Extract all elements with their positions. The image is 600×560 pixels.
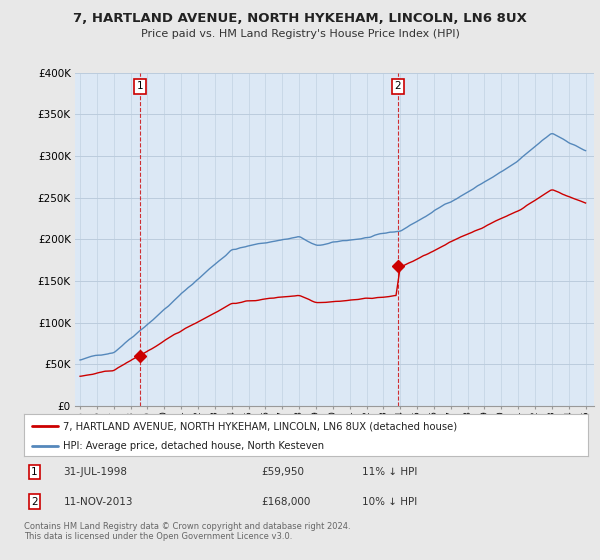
Text: Price paid vs. HM Land Registry's House Price Index (HPI): Price paid vs. HM Land Registry's House … <box>140 29 460 39</box>
Text: 11% ↓ HPI: 11% ↓ HPI <box>362 467 418 477</box>
Text: 11-NOV-2013: 11-NOV-2013 <box>64 497 133 507</box>
Text: 1: 1 <box>137 81 143 91</box>
Text: 1: 1 <box>31 467 37 477</box>
Text: 7, HARTLAND AVENUE, NORTH HYKEHAM, LINCOLN, LN6 8UX (detached house): 7, HARTLAND AVENUE, NORTH HYKEHAM, LINCO… <box>64 421 458 431</box>
Text: 7, HARTLAND AVENUE, NORTH HYKEHAM, LINCOLN, LN6 8UX: 7, HARTLAND AVENUE, NORTH HYKEHAM, LINCO… <box>73 12 527 25</box>
Text: 2: 2 <box>395 81 401 91</box>
Text: £59,950: £59,950 <box>261 467 304 477</box>
Text: 31-JUL-1998: 31-JUL-1998 <box>64 467 127 477</box>
Text: HPI: Average price, detached house, North Kesteven: HPI: Average price, detached house, Nort… <box>64 441 325 451</box>
Text: 2: 2 <box>31 497 37 507</box>
Text: Contains HM Land Registry data © Crown copyright and database right 2024.
This d: Contains HM Land Registry data © Crown c… <box>24 522 350 542</box>
Text: £168,000: £168,000 <box>261 497 310 507</box>
Text: 10% ↓ HPI: 10% ↓ HPI <box>362 497 418 507</box>
